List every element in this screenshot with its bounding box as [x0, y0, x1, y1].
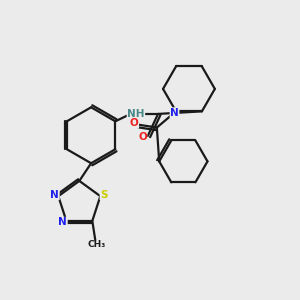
Text: O: O — [130, 118, 139, 128]
Text: N: N — [50, 190, 59, 200]
Text: NH: NH — [127, 109, 145, 119]
Text: N: N — [170, 108, 179, 118]
Text: S: S — [100, 190, 108, 200]
Text: N: N — [58, 217, 67, 227]
Text: O: O — [138, 133, 147, 142]
Text: CH₃: CH₃ — [88, 240, 106, 249]
